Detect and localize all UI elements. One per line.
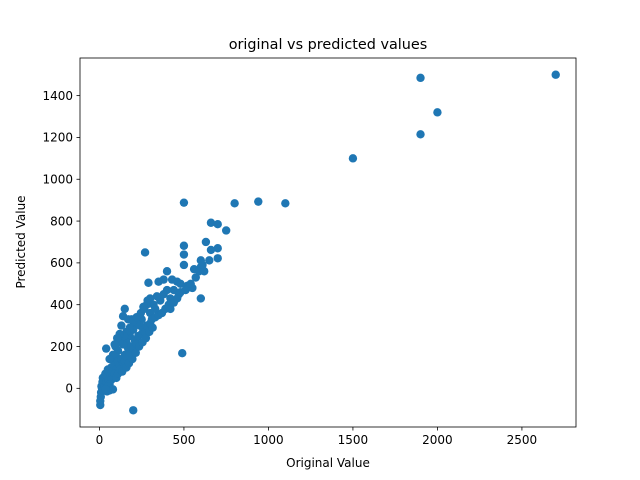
scatter-point: [143, 296, 152, 305]
scatter-point: [131, 348, 140, 357]
scatter-point: [179, 198, 189, 207]
scatter-point: [179, 260, 189, 270]
x-tick-label: 500: [172, 433, 195, 447]
scatter-point: [213, 244, 222, 253]
y-tick-label: 800: [50, 214, 73, 228]
y-tick-label: 1400: [42, 89, 73, 103]
scatter-point: [159, 275, 168, 284]
x-axis-ticks: 0 500 1000 1500 2000 2500: [96, 427, 538, 447]
scatter-point: [213, 220, 222, 229]
x-tick-label: 0: [96, 433, 104, 447]
scatter-point: [201, 237, 211, 247]
scatter-point: [144, 278, 153, 287]
scatter-point: [213, 254, 222, 263]
scatter-point: [166, 304, 175, 314]
x-tick-label: 1500: [338, 433, 369, 447]
x-tick-label: 2500: [507, 433, 538, 447]
scatter-point: [101, 385, 110, 394]
scatter-point: [162, 267, 172, 276]
scatter-point: [152, 292, 162, 301]
y-tick-label: 0: [65, 382, 73, 396]
scatter-point: [416, 130, 425, 139]
scatter-point: [206, 245, 216, 255]
scatter-point: [181, 285, 190, 295]
scatter-point: [129, 406, 138, 415]
chart-title: original vs predicted values: [229, 37, 428, 53]
x-tick-label: 2000: [422, 433, 453, 447]
scatter-point: [205, 256, 214, 265]
scatter-point: [172, 294, 182, 303]
scatter-point: [230, 199, 239, 208]
scatter-point: [179, 241, 189, 250]
scatter-point: [198, 260, 207, 270]
scatter-point: [117, 321, 126, 330]
y-tick-label: 400: [50, 298, 73, 312]
scatter-point: [110, 340, 119, 349]
scatter-point: [120, 304, 129, 314]
scatter-point: [105, 354, 114, 364]
scatter-point: [191, 273, 200, 282]
scatter-point: [148, 323, 157, 332]
scatter-points: [96, 70, 560, 415]
scatter-point: [433, 108, 442, 117]
scatter-point: [348, 154, 358, 163]
scatter-point: [254, 197, 263, 206]
axes-frame: [79, 57, 577, 428]
y-tick-label: 600: [50, 256, 73, 270]
scatter-point: [159, 290, 168, 299]
scatter-point: [140, 248, 150, 257]
scatter-point: [101, 344, 111, 353]
y-axis-ticks: 0 200 400 600 800 1000 1200 1400: [42, 89, 80, 396]
x-tick-label: 1000: [253, 433, 284, 447]
scatter-point: [281, 199, 290, 208]
scatter-point: [140, 304, 149, 314]
scatter-point: [128, 354, 137, 364]
scatter-point: [551, 70, 560, 79]
y-tick-label: 200: [50, 340, 73, 354]
y-tick-label: 1000: [42, 173, 73, 187]
y-axis-label: Predicted Value: [14, 195, 28, 288]
scatter-point: [96, 400, 105, 410]
scatter-point: [206, 218, 216, 227]
y-tick-label: 1200: [42, 131, 73, 145]
scatter-point: [196, 294, 206, 303]
scatter-point: [141, 333, 151, 343]
x-axis-label: Original Value: [286, 456, 370, 470]
scatter-point: [221, 226, 231, 235]
scatter-point: [186, 279, 195, 288]
scatter-point: [179, 250, 189, 259]
scatter-point: [178, 349, 187, 358]
scatter-point: [176, 279, 185, 288]
scatter-point: [416, 73, 425, 83]
scatter-point: [194, 267, 204, 276]
